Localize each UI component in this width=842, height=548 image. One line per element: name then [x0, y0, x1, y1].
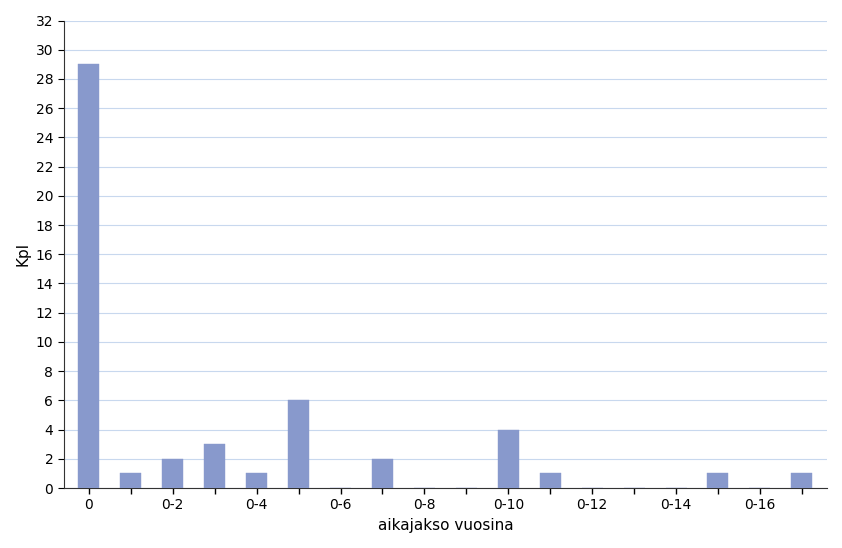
X-axis label: aikajakso vuosina: aikajakso vuosina	[377, 518, 513, 533]
Bar	[540, 473, 561, 488]
Bar	[120, 473, 141, 488]
Bar	[288, 401, 309, 488]
Bar	[498, 430, 519, 488]
Bar	[205, 444, 225, 488]
Bar	[78, 64, 99, 488]
Bar	[791, 473, 813, 488]
Bar	[246, 473, 267, 488]
Y-axis label: Kpl: Kpl	[15, 242, 30, 266]
Bar	[707, 473, 728, 488]
Bar	[163, 459, 184, 488]
Bar	[372, 459, 393, 488]
